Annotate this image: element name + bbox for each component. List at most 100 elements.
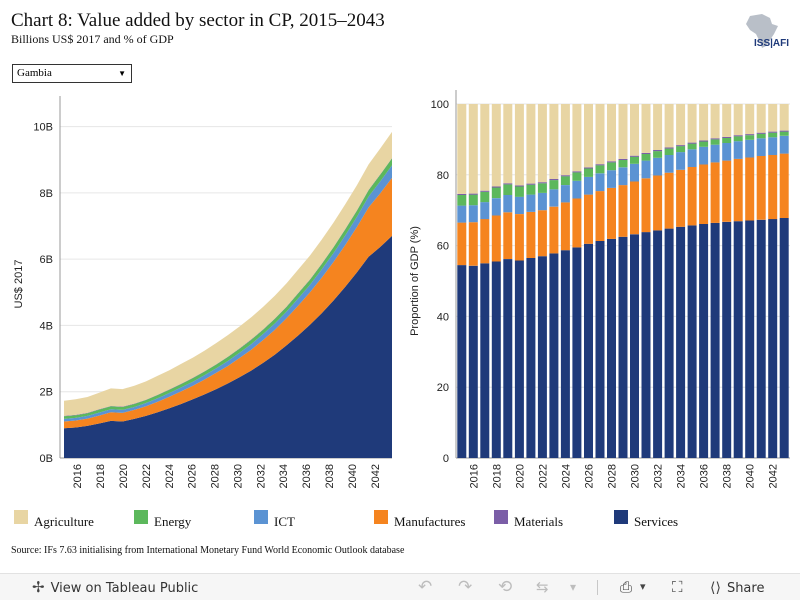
bar-manufactures-2024[interactable] <box>560 202 570 251</box>
bar-materials-2028[interactable] <box>607 161 616 163</box>
download-dropdown-icon[interactable]: ▾ <box>640 580 646 593</box>
bar-agriculture-2023[interactable] <box>549 104 559 179</box>
bar-services-2027[interactable] <box>595 241 605 458</box>
bar-ict-2039[interactable] <box>733 141 743 159</box>
fullscreen-icon[interactable]: ⛶ <box>672 578 683 596</box>
bar-energy-2029[interactable] <box>618 159 628 168</box>
bar-services-2018[interactable] <box>491 261 501 459</box>
bar-services-2038[interactable] <box>722 221 732 458</box>
bar-ict-2042[interactable] <box>768 137 778 155</box>
redo-icon[interactable]: ↷ <box>458 577 473 597</box>
bar-ict-2015[interactable] <box>457 205 467 223</box>
bar-materials-2032[interactable] <box>653 150 663 152</box>
bar-manufactures-2037[interactable] <box>710 162 720 223</box>
bar-energy-2027[interactable] <box>595 165 605 174</box>
bar-ict-2036[interactable] <box>699 146 709 165</box>
bar-energy-2043[interactable] <box>779 131 789 136</box>
bar-services-2032[interactable] <box>653 230 663 458</box>
bar-materials-2018[interactable] <box>491 186 501 188</box>
bar-energy-2017[interactable] <box>480 191 490 203</box>
bar-services-2015[interactable] <box>457 265 467 458</box>
bar-services-2041[interactable] <box>756 219 766 458</box>
bar-materials-2024[interactable] <box>560 175 570 177</box>
bar-materials-2041[interactable] <box>756 132 766 134</box>
bar-services-2019[interactable] <box>503 259 513 458</box>
bar-services-2030[interactable] <box>630 234 639 458</box>
bar-materials-2043[interactable] <box>779 130 789 132</box>
bar-services-2026[interactable] <box>584 243 593 458</box>
bar-agriculture-2029[interactable] <box>618 104 628 159</box>
bar-agriculture-2038[interactable] <box>722 104 732 137</box>
bar-agriculture-2031[interactable] <box>641 104 651 153</box>
bar-agriculture-2040[interactable] <box>745 104 755 135</box>
bar-agriculture-2017[interactable] <box>480 104 490 191</box>
bar-energy-2037[interactable] <box>710 139 720 145</box>
bar-agriculture-2039[interactable] <box>733 104 743 136</box>
bar-agriculture-2022[interactable] <box>537 104 547 183</box>
country-filter-dropdown[interactable]: Gambia ▼ <box>12 64 132 83</box>
bar-ict-2020[interactable] <box>514 196 524 214</box>
bar-manufactures-2030[interactable] <box>630 181 639 235</box>
bar-energy-2031[interactable] <box>641 153 651 161</box>
bar-services-2036[interactable] <box>699 224 709 458</box>
bar-manufactures-2034[interactable] <box>676 169 686 227</box>
bar-materials-2039[interactable] <box>733 135 743 137</box>
bar-ict-2023[interactable] <box>549 189 559 207</box>
bar-materials-2023[interactable] <box>549 179 559 181</box>
bar-materials-2033[interactable] <box>664 147 674 149</box>
bar-materials-2029[interactable] <box>618 158 628 160</box>
bar-services-2035[interactable] <box>687 225 697 458</box>
bar-materials-2019[interactable] <box>503 183 513 185</box>
bar-materials-2017[interactable] <box>480 190 490 192</box>
bar-agriculture-2027[interactable] <box>595 104 605 165</box>
bar-manufactures-2023[interactable] <box>549 206 559 254</box>
share-button[interactable]: ⟨⟩ Share <box>710 574 764 600</box>
bar-agriculture-2043[interactable] <box>779 104 789 131</box>
bar-energy-2035[interactable] <box>687 143 697 150</box>
bar-manufactures-2019[interactable] <box>503 212 513 259</box>
bar-ict-2030[interactable] <box>630 163 639 182</box>
bar-agriculture-2034[interactable] <box>676 104 686 146</box>
bar-services-2039[interactable] <box>733 221 743 458</box>
bar-manufactures-2031[interactable] <box>641 178 651 233</box>
bar-energy-2026[interactable] <box>584 168 593 177</box>
bar-services-2031[interactable] <box>641 232 651 458</box>
bar-services-2017[interactable] <box>480 263 490 458</box>
bar-manufactures-2041[interactable] <box>756 156 766 220</box>
bar-manufactures-2033[interactable] <box>664 172 674 229</box>
bar-energy-2023[interactable] <box>549 180 559 190</box>
bar-ict-2037[interactable] <box>710 144 720 163</box>
refresh-icon[interactable]: ⇆ <box>536 578 549 596</box>
bar-agriculture-2028[interactable] <box>607 104 616 162</box>
bar-ict-2033[interactable] <box>664 155 674 173</box>
bar-ict-2019[interactable] <box>503 195 513 213</box>
bar-manufactures-2039[interactable] <box>733 158 743 222</box>
bar-ict-2032[interactable] <box>653 157 663 176</box>
bar-ict-2021[interactable] <box>526 194 536 212</box>
bar-energy-2018[interactable] <box>491 187 501 199</box>
bar-materials-2026[interactable] <box>584 167 593 169</box>
bar-ict-2041[interactable] <box>756 138 766 156</box>
bar-energy-2034[interactable] <box>676 146 686 153</box>
bar-materials-2015[interactable] <box>457 193 467 195</box>
bar-manufactures-2032[interactable] <box>653 175 663 231</box>
bar-manufactures-2042[interactable] <box>768 155 778 220</box>
bar-materials-2030[interactable] <box>630 155 639 157</box>
bar-energy-2033[interactable] <box>664 148 674 155</box>
bar-agriculture-2042[interactable] <box>768 104 778 132</box>
bar-energy-2040[interactable] <box>745 135 755 140</box>
bar-services-2020[interactable] <box>514 260 524 459</box>
bar-services-2033[interactable] <box>664 228 674 458</box>
bar-services-2023[interactable] <box>549 253 559 458</box>
bar-agriculture-2018[interactable] <box>491 104 501 187</box>
bar-manufactures-2043[interactable] <box>779 153 789 218</box>
bar-services-2028[interactable] <box>607 238 616 458</box>
bar-energy-2019[interactable] <box>503 184 513 195</box>
area-manufactures[interactable] <box>64 177 392 429</box>
bar-energy-2022[interactable] <box>537 183 547 193</box>
bar-agriculture-2024[interactable] <box>560 104 570 176</box>
bar-agriculture-2030[interactable] <box>630 104 639 156</box>
bar-manufactures-2038[interactable] <box>722 160 732 222</box>
bar-manufactures-2027[interactable] <box>595 191 605 241</box>
bar-ict-2026[interactable] <box>584 176 593 195</box>
